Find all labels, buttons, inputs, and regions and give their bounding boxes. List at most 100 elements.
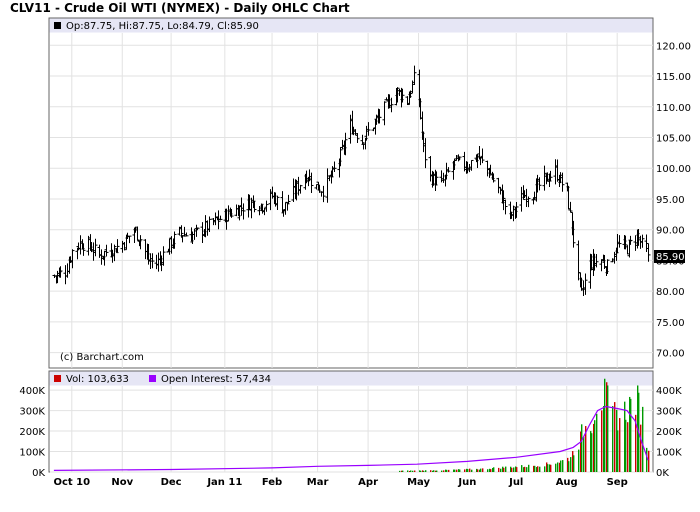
volume-bar [476, 468, 478, 472]
volume-bar [433, 470, 435, 472]
ohlc-bar [195, 227, 200, 231]
volume-bar [402, 470, 404, 472]
x-tick-label: Jan 11 [206, 477, 242, 488]
ohlc-bar [58, 266, 63, 278]
volume-bar [414, 470, 416, 472]
volume-bar [480, 468, 482, 472]
volume-bar [640, 424, 642, 472]
ohlc-bar [537, 177, 542, 191]
volume-bar [401, 470, 403, 472]
ohlc-bar [93, 238, 98, 257]
volume-bar [430, 470, 432, 472]
ohlc-bar [172, 231, 177, 249]
volume-bar [567, 457, 569, 472]
ohlc-bar [104, 244, 109, 257]
price-legend-strip [49, 18, 653, 33]
volume-bar [593, 423, 595, 472]
ohlc-bar [457, 156, 462, 161]
ohlc-bar [127, 235, 132, 244]
x-tick-label: May [407, 477, 430, 488]
volume-bar [435, 470, 437, 472]
volume-bar [459, 469, 461, 472]
volume-bar [412, 470, 414, 472]
volume-bar [441, 470, 443, 472]
price-panel: Op:87.75, Hi:87.75, Lo:84.79, Cl:85.90 1… [48, 17, 691, 369]
price-y-tick-label: 75.00 [656, 318, 685, 329]
volume-bar [619, 418, 621, 472]
volume-y-tick-label-left: 300K [19, 407, 45, 418]
volume-bar [581, 424, 583, 472]
volume-bar [493, 467, 495, 472]
ohlc-bar [252, 201, 257, 213]
ohlc-bar [400, 88, 405, 103]
volume-bar [557, 462, 559, 472]
ohlc-bar [366, 122, 371, 136]
x-tick-label: Nov [111, 477, 133, 488]
volume-panel: Vol: 103,633 Open Interest: 57,434 400K4… [19, 370, 682, 479]
ohlc-bar [207, 216, 212, 232]
volume-bar [562, 460, 564, 472]
volume-bar [399, 470, 401, 472]
price-y-tick-label: 80.00 [656, 287, 685, 298]
ohlc-bar [434, 171, 439, 185]
volume-bar [446, 469, 448, 472]
volume-bar [627, 422, 629, 472]
volume-bar [607, 385, 609, 472]
ohlc-bar [412, 65, 417, 85]
volume-bar [596, 413, 598, 472]
ohlc-bar [70, 249, 75, 269]
volume-bar [642, 406, 644, 472]
volume-y-tick-label-right: 400K [656, 386, 682, 397]
volume-bar [521, 465, 523, 472]
volume-bar [453, 469, 455, 472]
price-y-tick-label: 105.00 [656, 133, 691, 144]
chart-title: CLV11 - Crude Oil WTI (NYMEX) - Daily OH… [10, 1, 350, 15]
x-tick-label: Jul [508, 477, 523, 488]
volume-bar [445, 469, 447, 472]
ohlc-bar [377, 109, 382, 124]
volume-bar [420, 470, 422, 472]
volume-bar [498, 467, 500, 472]
volume-bar [625, 419, 627, 472]
volume-bar [524, 466, 526, 472]
ohlc-bar [511, 205, 516, 222]
last-price-box [654, 250, 685, 263]
volume-bar [489, 468, 491, 472]
volume-bar [624, 401, 626, 472]
volume-y-tick-label-right: 300K [656, 407, 682, 418]
volume-bar [585, 426, 587, 472]
volume-legend-marker [54, 375, 61, 382]
volume-bar [570, 457, 572, 472]
volume-bar [604, 378, 606, 472]
ohlc-bar [382, 101, 387, 126]
ohlc-bar [433, 169, 438, 192]
volume-bar [513, 467, 515, 472]
ohlc-bar [241, 203, 246, 220]
volume-bar [443, 470, 445, 472]
x-tick-label: Sep [607, 477, 628, 488]
volume-bar [555, 463, 557, 472]
ohlc-bar [138, 235, 143, 250]
price-ohlc-bars [52, 65, 651, 297]
volume-bar [601, 410, 603, 472]
ohlc-bar [135, 226, 140, 241]
ohlc-bar [229, 208, 234, 218]
ohlc-bar [259, 203, 264, 212]
volume-bar [629, 396, 631, 472]
ohlc-bar [526, 196, 531, 208]
price-y-tick-label: 95.00 [656, 195, 685, 206]
volume-bar [537, 466, 539, 472]
watermark: (c) Barchart.com [60, 352, 144, 363]
volume-bar [646, 447, 648, 472]
price-y-tick-label: 110.00 [656, 103, 691, 114]
ohlc-bar [628, 235, 633, 245]
ohlc-bar [446, 167, 451, 173]
volume-y-tick-label-left: 0K [32, 468, 45, 479]
volume-bar [590, 431, 592, 472]
x-tick-label: Oct 10 [53, 477, 90, 488]
volume-panel-frame [48, 370, 654, 473]
ohlc-bar [329, 170, 334, 184]
volume-bar [533, 465, 535, 472]
volume-bar [580, 431, 582, 472]
volume-bar [534, 465, 536, 472]
